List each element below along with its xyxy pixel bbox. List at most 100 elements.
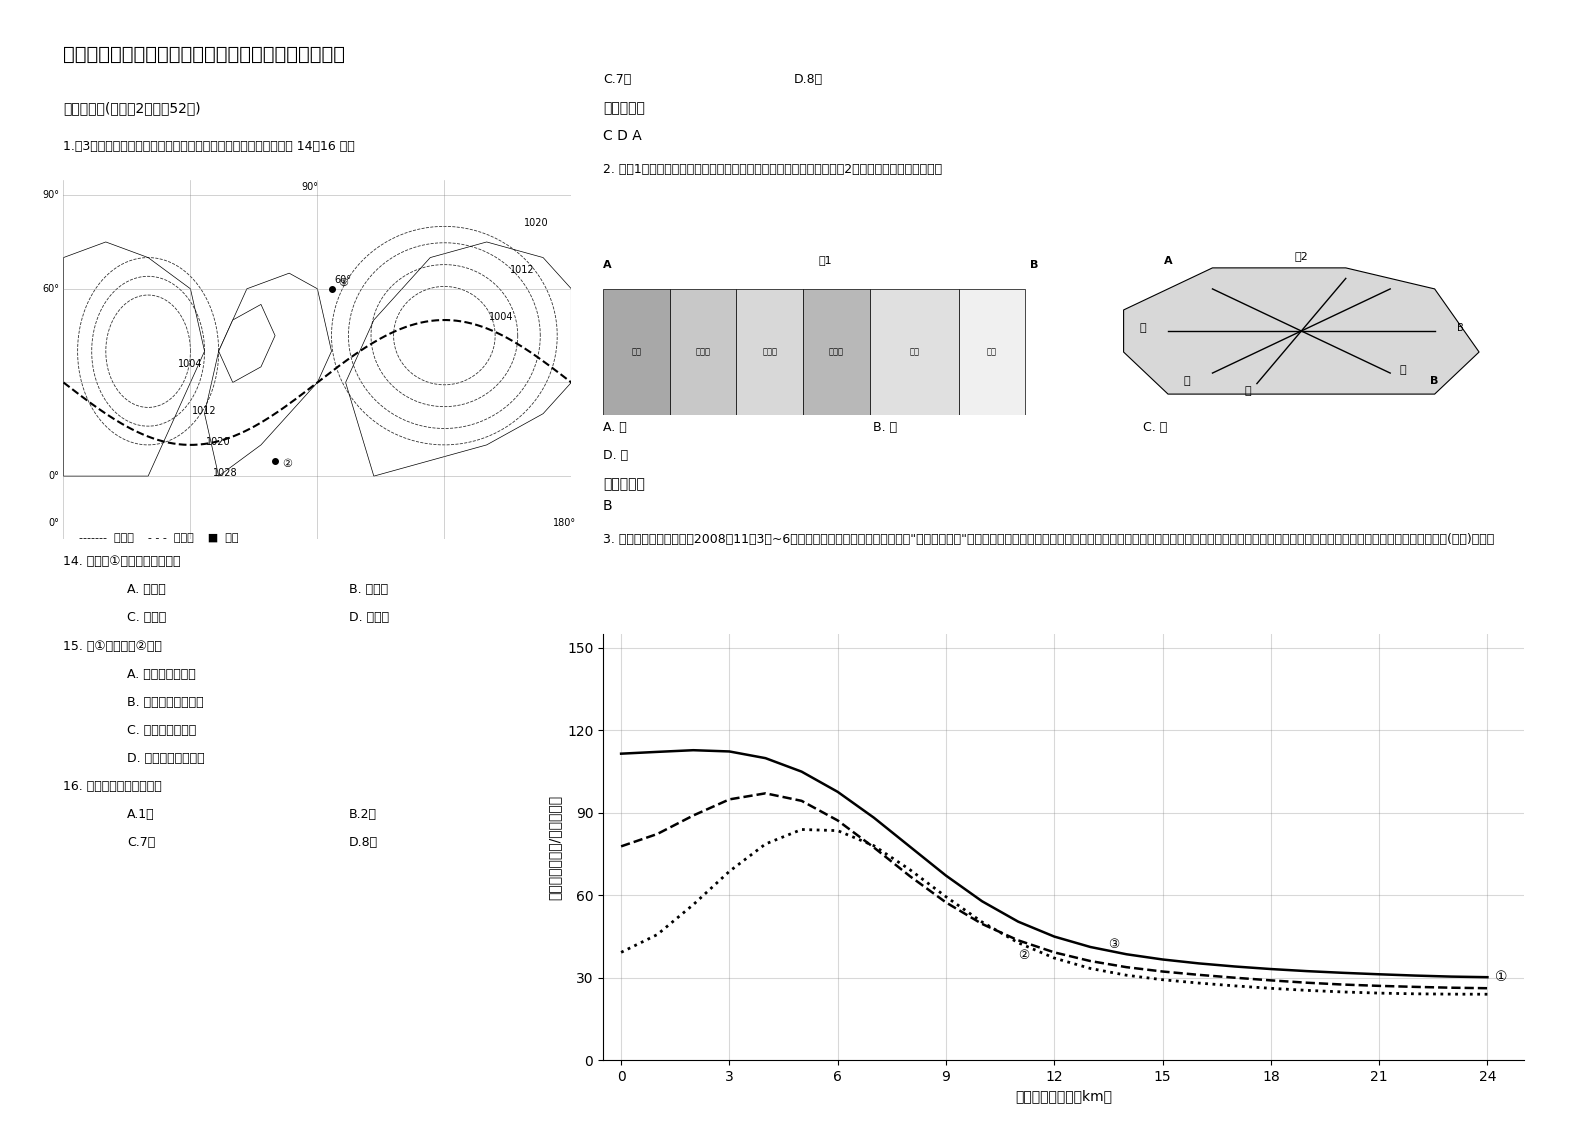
① xyxy=(1370,967,1389,981)
Text: 参考答案：: 参考答案： xyxy=(603,477,644,490)
② xyxy=(1225,971,1244,984)
Text: ①: ① xyxy=(338,277,349,287)
Text: -------  等压线    - - -  晨昏线    ■  海洋: ------- 等压线 - - - 晨昏线 ■ 海洋 xyxy=(79,533,240,543)
Text: ②: ② xyxy=(282,459,292,469)
① xyxy=(792,765,811,779)
③ xyxy=(1333,985,1352,999)
Text: A. 气温年较差较小: A. 气温年较差较小 xyxy=(127,668,195,681)
① xyxy=(720,745,740,758)
Text: 1004: 1004 xyxy=(489,312,513,322)
Text: 参考答案：: 参考答案： xyxy=(603,101,644,114)
Text: 1028: 1028 xyxy=(213,468,238,478)
② xyxy=(1370,980,1389,993)
Line: ②: ② xyxy=(621,793,1487,988)
Text: 1.图3示意某区域某时海平面等压线分布，虚线为晨昏线。读图完成 14～16 题。: 1.图3示意某区域某时海平面等压线分布，虚线为晨昏线。读图完成 14～16 题。 xyxy=(63,140,355,154)
Polygon shape xyxy=(346,242,571,476)
② xyxy=(1443,981,1462,994)
③ xyxy=(720,865,740,879)
Text: ②: ② xyxy=(1019,949,1030,963)
③ xyxy=(865,839,884,853)
Text: 90°: 90° xyxy=(302,182,319,192)
① xyxy=(755,752,774,765)
Text: 1004: 1004 xyxy=(178,359,203,369)
Text: ①: ① xyxy=(1495,971,1508,984)
③ xyxy=(755,837,774,850)
Bar xyxy=(736,289,803,415)
② xyxy=(684,809,703,822)
② xyxy=(611,839,630,853)
Text: 丁: 丁 xyxy=(1400,365,1406,375)
③ xyxy=(1225,980,1244,993)
③ xyxy=(1081,962,1100,975)
② xyxy=(792,794,811,808)
③ xyxy=(1154,973,1173,986)
Text: 180°: 180° xyxy=(552,518,576,528)
③ xyxy=(900,863,919,876)
Text: 14. 此时，①地的盛行风向为：: 14. 此时，①地的盛行风向为： xyxy=(63,555,181,569)
Line: ③: ③ xyxy=(621,829,1487,994)
② xyxy=(1081,955,1100,968)
③ xyxy=(1298,984,1317,997)
Text: 沙漠: 沙漠 xyxy=(909,348,919,357)
① xyxy=(1262,963,1281,976)
Text: D. 西南风: D. 西南风 xyxy=(349,611,389,625)
Text: 丙: 丙 xyxy=(1244,386,1251,396)
② xyxy=(720,792,740,806)
Text: 草原: 草原 xyxy=(632,348,641,357)
Text: C.7月: C.7月 xyxy=(127,836,156,849)
① xyxy=(611,747,630,761)
Text: B. 东南风: B. 东南风 xyxy=(349,583,389,597)
③ xyxy=(1044,951,1063,965)
② xyxy=(828,813,847,827)
Text: C.7月: C.7月 xyxy=(603,73,632,86)
Text: 60°: 60° xyxy=(43,284,59,294)
Text: C. 丙: C. 丙 xyxy=(1143,421,1166,434)
Text: B. 乙: B. 乙 xyxy=(873,421,897,434)
Polygon shape xyxy=(1124,268,1479,394)
③ xyxy=(792,822,811,836)
③ xyxy=(684,898,703,911)
① xyxy=(1298,965,1317,978)
Bar xyxy=(870,289,959,415)
② xyxy=(1298,976,1317,990)
Text: 针叶林: 针叶林 xyxy=(695,348,711,357)
Text: B: B xyxy=(603,499,613,513)
Text: B: B xyxy=(1030,260,1038,270)
Text: 0°: 0° xyxy=(48,471,59,481)
① xyxy=(1044,930,1063,944)
Text: C D A: C D A xyxy=(603,129,641,142)
Text: 草原带: 草原带 xyxy=(828,348,844,357)
① xyxy=(865,811,884,825)
Text: 1012: 1012 xyxy=(192,406,217,415)
② xyxy=(865,840,884,854)
③ xyxy=(1262,982,1281,995)
Text: D.8月: D.8月 xyxy=(794,73,822,86)
② xyxy=(1154,965,1173,978)
① xyxy=(1443,969,1462,983)
② xyxy=(755,787,774,800)
Text: 1020: 1020 xyxy=(524,219,549,229)
Y-axis label: 人口密度（千人/平方千米）: 人口密度（千人/平方千米） xyxy=(548,794,562,900)
③ xyxy=(936,890,955,903)
Bar xyxy=(603,289,670,415)
① xyxy=(1477,971,1497,984)
X-axis label: 距市中心的距离（km）: 距市中心的距离（km） xyxy=(1014,1089,1112,1104)
① xyxy=(1117,947,1136,960)
② xyxy=(1189,968,1208,982)
② xyxy=(1117,960,1136,974)
Polygon shape xyxy=(63,242,205,476)
Text: A: A xyxy=(1163,256,1173,266)
Text: 混交林: 混交林 xyxy=(762,348,778,357)
① xyxy=(973,894,992,908)
① xyxy=(1225,959,1244,973)
③ xyxy=(1189,976,1208,990)
③ xyxy=(1406,987,1425,1001)
Text: B.2月: B.2月 xyxy=(349,808,378,821)
③ xyxy=(973,916,992,929)
Text: D.8月: D.8月 xyxy=(349,836,378,849)
Polygon shape xyxy=(205,273,332,476)
Text: 60°: 60° xyxy=(335,275,351,285)
Text: 0°: 0° xyxy=(48,518,59,528)
① xyxy=(1333,966,1352,980)
Text: 图1: 图1 xyxy=(819,255,832,265)
